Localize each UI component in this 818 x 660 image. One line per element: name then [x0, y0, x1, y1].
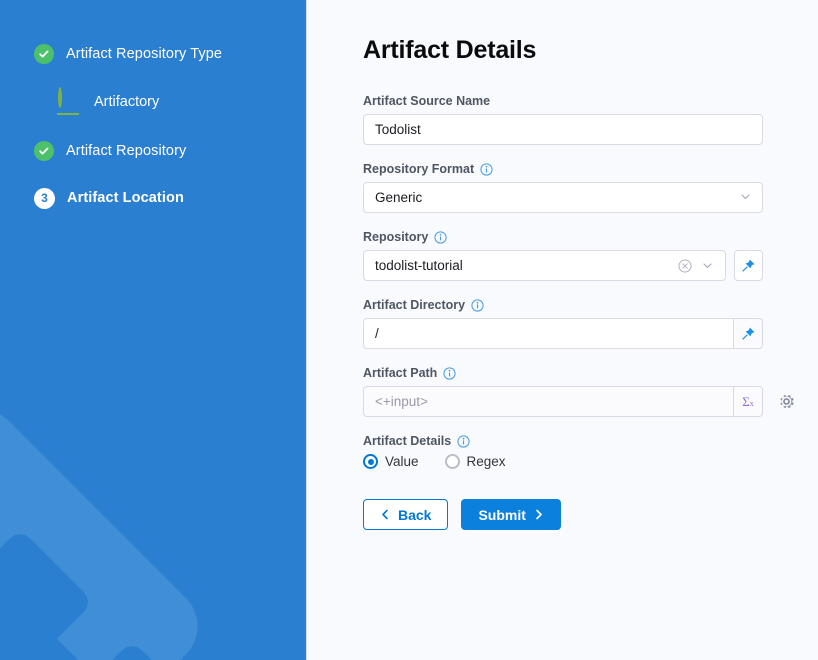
repository-label: Repository — [363, 230, 429, 244]
repository-format-label: Repository Format — [363, 162, 475, 176]
sidebar-step-artifact-repository[interactable]: Artifact Repository — [0, 135, 306, 167]
artifact-path-row: Σx — [363, 386, 818, 417]
info-circle-icon[interactable] — [457, 434, 470, 448]
field-label: Repository Format — [363, 162, 818, 176]
info-circle-icon[interactable] — [471, 298, 484, 312]
main-content: Artifact Details Artifact Source Name Re… — [307, 0, 818, 660]
pin-icon — [741, 326, 756, 341]
wizard-sidebar: Artifact Repository Type Artifactory Art… — [0, 0, 307, 660]
artifact-source-name-input[interactable] — [363, 114, 763, 145]
artifact-details-label: Artifact Details — [363, 434, 452, 448]
repository-value: todolist-tutorial — [375, 258, 463, 273]
chevron-down-icon[interactable] — [697, 259, 718, 272]
artifact-source-name-label: Artifact Source Name — [363, 94, 491, 108]
artifact-path-input[interactable] — [363, 386, 734, 417]
sigma-x-icon: Σx — [742, 394, 754, 409]
field-artifact-path: Artifact Path Σx — [363, 366, 818, 417]
repository-input-row: todolist-tutorial — [363, 250, 818, 281]
repository-pin-button[interactable] — [734, 250, 763, 281]
repository-format-select[interactable]: Generic — [363, 182, 763, 213]
field-label: Artifact Source Name — [363, 94, 818, 108]
step-number-icon: 3 — [34, 187, 55, 209]
submit-button-label: Submit — [478, 506, 526, 523]
field-artifact-source-name: Artifact Source Name — [363, 94, 818, 145]
pin-icon — [741, 258, 756, 273]
radio-label: Regex — [466, 454, 506, 469]
repository-format-value: Generic — [375, 190, 423, 205]
back-button-label: Back — [398, 506, 432, 523]
artifact-path-expression-button[interactable]: Σx — [734, 386, 763, 417]
chevron-left-icon — [380, 509, 391, 520]
harness-watermark-decoration — [0, 392, 306, 660]
submit-button[interactable]: Submit — [461, 499, 561, 530]
wizard-button-row: Back Submit — [363, 499, 818, 530]
back-button[interactable]: Back — [363, 499, 449, 530]
sidebar-substep-artifactory[interactable]: Artifactory — [0, 85, 306, 119]
radio-indicator-selected — [363, 454, 378, 469]
field-repository: Repository todolist-tutorial — [363, 230, 818, 281]
sidebar-step-artifact-repository-type[interactable]: Artifact Repository Type — [0, 38, 306, 70]
artifact-directory-label: Artifact Directory — [363, 298, 466, 312]
field-artifact-details: Artifact Details Value Regex — [363, 434, 818, 469]
field-repository-format: Repository Format Generic — [363, 162, 818, 213]
info-circle-icon[interactable] — [480, 162, 493, 176]
sidebar-step-artifact-location[interactable]: 3 Artifact Location — [0, 182, 306, 214]
field-label: Artifact Path — [363, 366, 818, 380]
sidebar-step-label: Artifact Location — [67, 190, 184, 206]
repository-combobox[interactable]: todolist-tutorial — [363, 250, 726, 281]
chevron-right-icon — [533, 509, 544, 520]
artifact-path-label: Artifact Path — [363, 366, 438, 380]
sidebar-substep-label: Artifactory — [94, 94, 160, 110]
clear-circle-x-icon[interactable] — [678, 259, 692, 273]
check-circle-icon — [34, 44, 54, 64]
check-circle-icon — [34, 141, 54, 161]
info-circle-icon[interactable] — [443, 366, 456, 380]
radio-option-value[interactable]: Value — [363, 454, 419, 469]
gear-icon[interactable] — [777, 392, 796, 411]
radio-indicator — [444, 454, 460, 469]
artifact-directory-pin-button[interactable] — [734, 318, 763, 349]
circle-outline-icon — [57, 87, 80, 115]
field-label: Artifact Details — [363, 434, 818, 448]
radio-label: Value — [385, 454, 419, 469]
info-circle-icon[interactable] — [434, 230, 447, 244]
artifact-directory-input[interactable] — [363, 318, 734, 349]
artifact-path-input-group: Σx — [363, 386, 763, 417]
sidebar-step-label: Artifact Repository Type — [66, 46, 223, 62]
page-title: Artifact Details — [363, 36, 537, 64]
artifact-directory-input-group — [363, 318, 763, 349]
field-label: Repository — [363, 230, 818, 244]
chevron-down-icon — [739, 190, 752, 206]
sidebar-step-label: Artifact Repository — [66, 143, 187, 159]
wizard-step-list: Artifact Repository Type Artifactory Art… — [0, 0, 306, 214]
artifact-details-radio-group: Value Regex — [363, 454, 818, 469]
field-label: Artifact Directory — [363, 298, 818, 312]
field-artifact-directory: Artifact Directory — [363, 298, 818, 349]
radio-option-regex[interactable]: Regex — [444, 454, 506, 469]
